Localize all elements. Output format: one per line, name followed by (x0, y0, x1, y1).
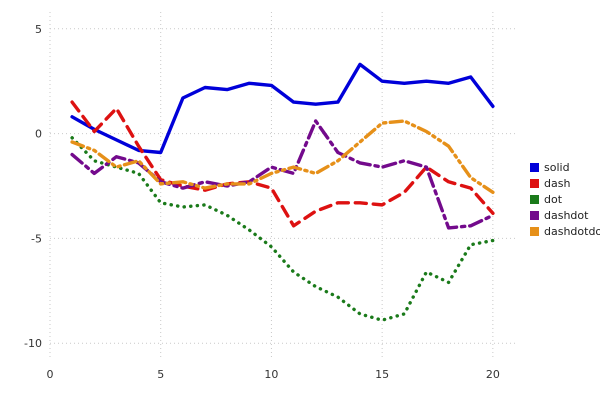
legend-item-dashdotdot: dashdotdot (530, 225, 600, 238)
series-dashdotdot (70, 119, 495, 195)
x-tick-label: 0 (47, 368, 54, 381)
legend-swatch-dash (530, 179, 539, 188)
legend-swatch-dashdotdot (530, 227, 539, 236)
legend-label: dashdot (544, 209, 589, 222)
series-dashdot (70, 119, 495, 230)
y-tick-label: -5 (31, 232, 42, 245)
series-dot (70, 136, 495, 322)
series-solid (70, 62, 495, 155)
legend-swatch-dashdot (530, 211, 539, 220)
series-dash (70, 100, 495, 228)
legend-label: dashdotdot (544, 225, 600, 238)
x-tick-label: 10 (264, 368, 278, 381)
x-tick-label: 5 (157, 368, 164, 381)
legend-swatch-solid (530, 163, 539, 172)
y-tick-label: 0 (35, 128, 42, 141)
legend: soliddashdotdashdotdashdotdot (530, 161, 600, 238)
x-tick-label: 20 (486, 368, 500, 381)
legend-item-dot: dot (530, 193, 600, 206)
legend-label: solid (544, 161, 570, 174)
legend-item-dash: dash (530, 177, 600, 190)
legend-item-dashdot: dashdot (530, 209, 600, 222)
legend-label: dot (544, 193, 563, 206)
legend-label: dash (544, 177, 571, 190)
x-tick-label: 15 (375, 368, 389, 381)
legend-item-solid: solid (530, 161, 600, 174)
y-tick-label: 5 (35, 23, 42, 36)
y-tick-label: -10 (24, 337, 42, 350)
legend-swatch-dot (530, 195, 539, 204)
